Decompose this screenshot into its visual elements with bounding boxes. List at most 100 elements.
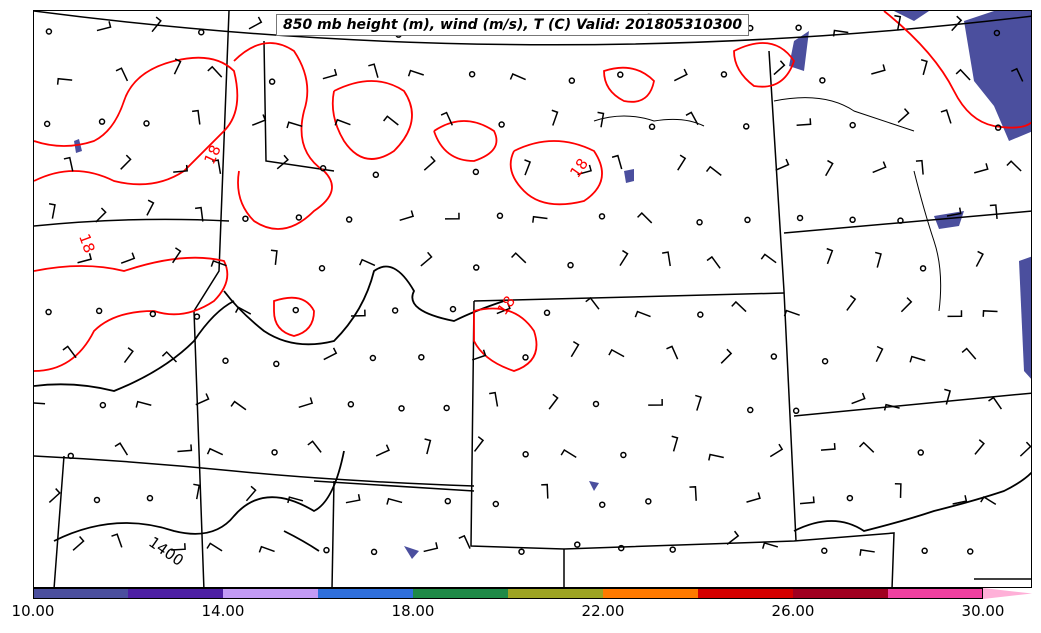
wind-barb <box>874 251 882 268</box>
wind-barb <box>982 310 998 317</box>
calm-wind-marker <box>492 500 500 508</box>
wind-barb <box>120 154 132 170</box>
colorbar-bin <box>318 588 413 599</box>
wind-barb <box>56 77 73 85</box>
colorbar-bin <box>413 588 508 599</box>
calm-wind-marker <box>292 306 300 314</box>
wind-barb <box>287 496 304 504</box>
calm-wind-marker <box>268 78 276 85</box>
colorbar-bin <box>698 588 793 599</box>
wind-barb <box>96 21 112 32</box>
wind-barb <box>171 543 186 551</box>
wind-barb <box>671 435 679 452</box>
colorbar-bin <box>603 588 698 599</box>
wind-barb <box>832 29 849 37</box>
wind-barb <box>989 204 998 220</box>
wind-barb <box>947 310 963 318</box>
rivers <box>593 97 942 312</box>
calm-wind-marker <box>648 123 656 131</box>
wind-barb <box>524 159 532 176</box>
wind-barb <box>77 253 93 264</box>
colorbar-tick-26: 26.00 <box>771 602 815 620</box>
colorbar-tick-10: 10.00 <box>11 602 55 620</box>
calm-wind-marker <box>323 546 330 554</box>
wind-barb <box>677 154 687 171</box>
wind-barb <box>706 255 721 269</box>
wind-barb <box>585 297 600 310</box>
wind-barb <box>775 158 790 171</box>
calm-wind-marker <box>543 309 551 317</box>
wind-barbs <box>34 13 1031 556</box>
calm-wind-marker <box>796 214 804 222</box>
calm-wind-marker <box>993 29 1001 37</box>
calm-wind-marker <box>468 70 476 78</box>
colorbar-bin <box>223 588 318 599</box>
calm-wind-marker <box>849 121 856 129</box>
wind-barb <box>851 392 866 405</box>
wind-barb <box>1011 67 1024 82</box>
calm-wind-marker <box>418 353 425 361</box>
wind-barb <box>760 253 777 264</box>
wind-barb <box>195 393 210 406</box>
wind-barb <box>444 212 460 220</box>
calm-wind-marker <box>43 120 51 128</box>
wind-barb <box>248 16 263 30</box>
wind-barb <box>726 530 740 545</box>
wind-barb <box>322 68 338 80</box>
calm-wind-marker <box>242 215 249 222</box>
calm-wind-marker <box>617 544 625 552</box>
calm-wind-marker <box>347 401 355 408</box>
wind-barb <box>988 396 1003 410</box>
wind-barb <box>386 497 403 505</box>
wind-barb <box>123 347 134 363</box>
wind-barb <box>496 302 511 315</box>
wind-barb <box>894 14 902 31</box>
wind-barb <box>62 345 77 359</box>
colorbar-bin <box>508 588 603 599</box>
calm-wind-marker <box>598 213 606 220</box>
wind-barb <box>955 68 971 81</box>
wind-barb <box>705 165 722 176</box>
calm-wind-marker <box>819 77 826 84</box>
calm-wind-marker <box>795 24 802 31</box>
wind-barb <box>858 441 875 453</box>
wind-barb <box>276 154 289 170</box>
wind-barb <box>509 73 526 81</box>
calm-wind-marker <box>143 120 150 127</box>
wind-barb <box>350 309 366 317</box>
wind-barb <box>270 249 278 265</box>
calm-wind-marker <box>592 400 600 408</box>
calm-wind-marker <box>391 307 399 314</box>
height-contours <box>34 265 1031 552</box>
wind-barb <box>708 453 724 461</box>
wind-barb <box>34 402 46 405</box>
calm-wind-marker <box>620 451 627 459</box>
wind-barb <box>345 494 361 504</box>
wind-barb <box>597 111 605 128</box>
calm-wind-marker <box>443 404 450 412</box>
wind-barb <box>334 118 351 126</box>
wind-barb <box>975 250 984 267</box>
temp-label-18-b: 18 <box>75 231 98 255</box>
wind-barb <box>193 483 201 500</box>
wind-barb <box>619 249 629 267</box>
wind-barb <box>245 485 257 502</box>
wind-barb <box>114 442 129 456</box>
wind-barb <box>685 111 699 126</box>
wind-barb <box>399 210 415 222</box>
calm-wind-marker <box>372 171 380 179</box>
wind-barb <box>420 251 433 267</box>
wind-barb <box>695 394 702 411</box>
wind-barb <box>207 65 223 78</box>
wind-barb <box>820 443 836 451</box>
wind-speed-shading <box>74 11 1031 559</box>
wind-barb <box>359 258 376 267</box>
wind-barb <box>746 492 761 503</box>
calm-wind-marker <box>617 71 624 78</box>
wind-barb <box>307 440 322 453</box>
wind-barb <box>974 163 989 174</box>
wind-barb <box>974 439 985 455</box>
wind-barb <box>608 348 625 358</box>
wind-barb <box>192 109 201 125</box>
wind-barb <box>894 483 902 498</box>
